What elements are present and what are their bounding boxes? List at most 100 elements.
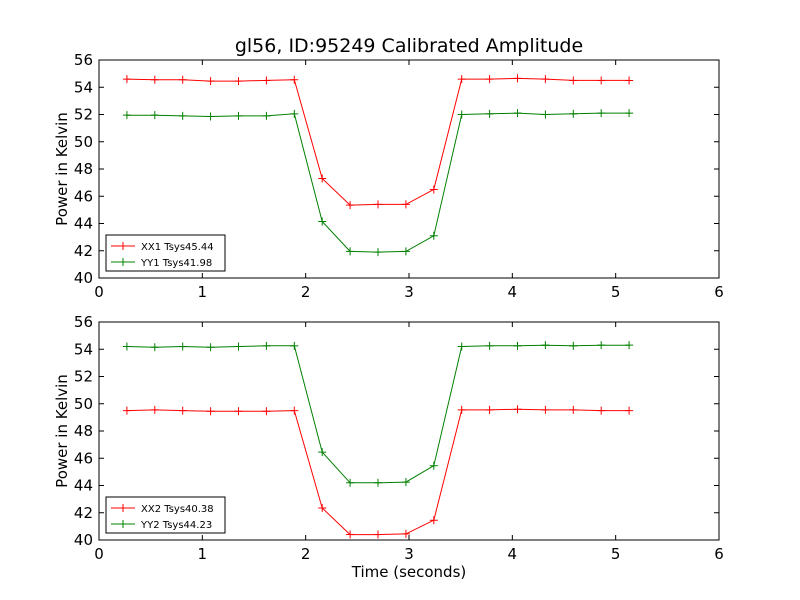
- data-point-marker: [597, 341, 606, 350]
- legend-marker: [119, 504, 127, 512]
- data-point-marker: [513, 341, 522, 350]
- data-point-marker: [290, 406, 299, 415]
- data-point-marker: [318, 217, 327, 226]
- data-point-marker: [178, 406, 187, 415]
- data-point-marker: [374, 530, 382, 539]
- y-tick-label: 52: [74, 106, 93, 124]
- data-point-marker: [122, 75, 131, 84]
- legend-marker: [119, 258, 127, 266]
- x-tick-label: 2: [301, 545, 311, 563]
- data-point-marker: [457, 75, 466, 84]
- y-tick-label: 44: [74, 477, 93, 495]
- x-axis-label: Time (seconds): [351, 563, 467, 581]
- data-point-marker: [541, 341, 550, 350]
- legend-label: XX2 Tsys40.38: [141, 504, 214, 515]
- data-point-marker: [150, 405, 159, 414]
- data-point-marker: [541, 75, 550, 84]
- x-tick-label: 3: [404, 545, 414, 563]
- y-tick-label: 40: [74, 531, 93, 549]
- legend-box: [105, 234, 226, 272]
- x-tick-label: 6: [714, 283, 724, 301]
- legend: XX1 Tsys45.44 YY1 Tsys41.98: [105, 234, 226, 272]
- data-point-marker: [597, 406, 606, 415]
- x-tick-label: 5: [611, 283, 621, 301]
- data-point-marker: [485, 341, 494, 350]
- data-point-marker: [401, 200, 410, 209]
- y-tick-label: 52: [74, 368, 93, 386]
- legend-marker: [119, 520, 127, 528]
- y-tick-label: 50: [74, 133, 93, 151]
- data-point-marker: [625, 406, 634, 415]
- x-tick-label: 2: [301, 283, 311, 301]
- data-point-marker: [569, 341, 578, 350]
- x-tick-label: 0: [94, 283, 104, 301]
- data-point-marker: [262, 111, 271, 120]
- data-point-marker: [457, 110, 466, 119]
- data-point-marker: [374, 248, 382, 257]
- data-point-marker: [485, 75, 494, 84]
- legend-marker: [119, 242, 127, 250]
- x-tick-label: 1: [198, 283, 208, 301]
- data-point-marker: [569, 76, 578, 85]
- y-tick-label: 46: [74, 187, 93, 205]
- data-point-marker: [513, 74, 522, 83]
- data-point-marker: [401, 247, 410, 256]
- data-point-marker: [513, 405, 522, 414]
- data-point-marker: [457, 342, 466, 351]
- data-point-marker: [625, 109, 634, 118]
- chart-title: gl56, ID:95249 Calibrated Amplitude: [235, 35, 583, 57]
- y-axis-label: Power in Kelvin: [53, 112, 71, 226]
- x-tick-label: 0: [94, 545, 104, 563]
- x-tick-label: 5: [611, 545, 621, 563]
- y-tick-label: 54: [74, 78, 93, 96]
- data-point-marker: [234, 407, 243, 416]
- y-tick-label: 56: [74, 51, 93, 69]
- data-point-marker: [122, 406, 131, 415]
- data-point-marker: [625, 76, 634, 85]
- data-point-marker: [150, 75, 159, 84]
- data-point-marker: [206, 112, 215, 121]
- data-point-marker: [262, 407, 271, 416]
- y-tick-label: 42: [74, 242, 93, 260]
- legend-box: [105, 496, 226, 534]
- data-point-marker: [262, 341, 271, 350]
- data-point-marker: [457, 405, 466, 414]
- data-point-marker: [234, 77, 243, 86]
- x-tick-label: 4: [508, 545, 518, 563]
- x-tick-label: 4: [508, 283, 518, 301]
- data-point-marker: [541, 405, 550, 414]
- data-point-marker: [346, 201, 355, 210]
- data-point-marker: [346, 530, 355, 539]
- x-tick-label: 3: [404, 283, 414, 301]
- y-tick-label: 48: [74, 422, 93, 440]
- data-point-marker: [290, 341, 299, 350]
- legend-label: XX1 Tsys45.44: [141, 242, 214, 253]
- data-point-marker: [401, 478, 410, 487]
- data-point-marker: [178, 111, 187, 120]
- data-point-marker: [625, 341, 634, 350]
- data-point-marker: [541, 110, 550, 119]
- y-tick-label: 56: [74, 313, 93, 331]
- legend-label: YY1 Tsys41.98: [140, 258, 212, 269]
- data-point-marker: [346, 247, 355, 256]
- data-point-marker: [569, 109, 578, 118]
- data-point-marker: [597, 76, 606, 85]
- data-point-marker: [374, 478, 382, 487]
- data-point-marker: [206, 77, 215, 86]
- y-tick-label: 46: [74, 449, 93, 467]
- data-point-marker: [429, 461, 438, 470]
- y-tick-label: 40: [74, 269, 93, 287]
- data-point-marker: [485, 109, 494, 118]
- data-point-marker: [429, 516, 438, 525]
- y-tick-label: 50: [74, 395, 93, 413]
- data-point-marker: [429, 231, 438, 240]
- y-tick-label: 42: [74, 504, 93, 522]
- data-point-marker: [178, 75, 187, 84]
- data-point-marker: [234, 111, 243, 120]
- data-point-marker: [401, 529, 410, 538]
- y-tick-label: 54: [74, 340, 93, 358]
- data-point-marker: [513, 109, 522, 118]
